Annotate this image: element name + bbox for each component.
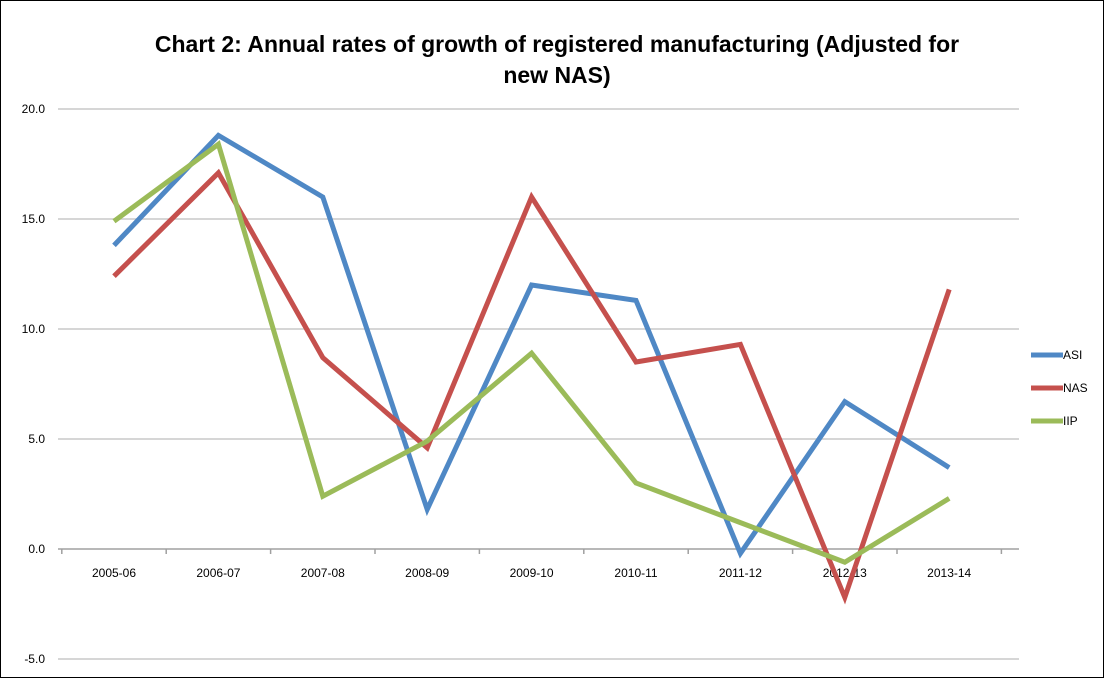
x-tick-label: 2005-06: [92, 566, 136, 580]
series-line-asi: [112, 132, 951, 559]
y-tick-label: 15.0: [22, 212, 46, 226]
chart-title-line-2: new NAS): [503, 62, 610, 88]
chart-title-line-1: Chart 2: Annual rates of growth of regis…: [155, 31, 959, 57]
gridlines: [58, 108, 1019, 660]
y-tick-label: 0.0: [28, 542, 45, 556]
x-tick-label: 2010-11: [614, 566, 657, 580]
legend: ASI NAS IIP: [1031, 348, 1088, 428]
y-axis-tick-labels: 20.0 15.0 10.0 5.0 0.0 -5.0: [22, 102, 46, 666]
y-tick-label: 5.0: [28, 432, 45, 446]
x-tick-label: 2008-09: [405, 566, 449, 580]
x-tick-label: 2007-08: [301, 566, 345, 580]
data-series: [112, 132, 952, 605]
x-tick-label: 2011-12: [719, 566, 762, 580]
y-tick-label: 10.0: [22, 322, 46, 336]
series-line-iip: [112, 140, 951, 565]
x-tick-label: 2013-14: [927, 566, 971, 580]
series-line-nas: [112, 168, 952, 605]
x-tick-label: 2009-10: [510, 566, 554, 580]
legend-label-nas: NAS: [1063, 381, 1088, 395]
x-tick-label: 2012-13: [823, 566, 867, 580]
y-tick-label: 20.0: [22, 102, 46, 116]
legend-label-iip: IIP: [1063, 414, 1078, 428]
chart-title: Chart 2: Annual rates of growth of regis…: [155, 31, 959, 88]
legend-label-asi: ASI: [1063, 348, 1082, 362]
x-tick-label: 2006-07: [196, 566, 240, 580]
y-tick-label: -5.0: [24, 652, 45, 666]
